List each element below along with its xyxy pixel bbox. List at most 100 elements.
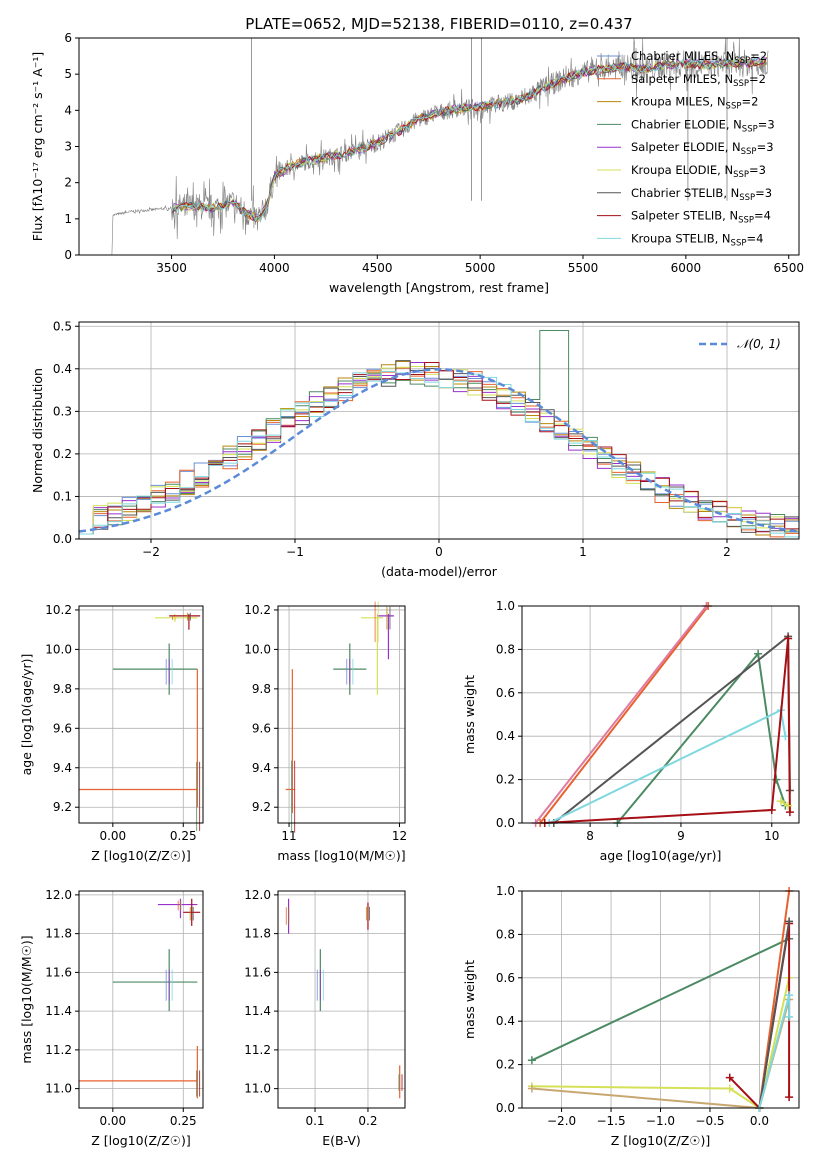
y-tick-label: 1 xyxy=(64,212,72,226)
spectrum-plot-area xyxy=(111,38,769,256)
mass-weight-marker xyxy=(725,1084,734,1093)
y-tick-label: 4 xyxy=(64,103,72,117)
y-tick-label: 9.2 xyxy=(53,800,72,814)
y-tick-label: 11.0 xyxy=(244,1082,271,1096)
y-tick-label: 9.8 xyxy=(53,682,72,696)
y-tick-label: 0.2 xyxy=(496,773,515,787)
axes-frame xyxy=(521,605,800,824)
mass-weight-line xyxy=(534,605,708,824)
axes-frame xyxy=(277,890,406,1109)
age_vs_mass-panel: 11 12 9.2 9.4 9.6 9.8 10.0 10.2 mass [log10(M/M☉… xyxy=(244,601,407,863)
mass-weight-line xyxy=(531,977,791,1110)
mass-weight-line xyxy=(758,921,791,1109)
model-spectrum-line xyxy=(171,57,767,222)
y-tick-label: 0.6 xyxy=(496,971,515,985)
x-tick-label: 0.0 xyxy=(750,1114,769,1128)
y-tick-label: 11.4 xyxy=(45,1004,72,1018)
y-tick-label: 9.4 xyxy=(53,761,72,775)
legend-entry: Salpeter ELODIE, NSSP=3 xyxy=(631,140,774,157)
y-tick-label: 0.2 xyxy=(53,447,72,461)
mass-weight-marker xyxy=(785,991,794,1000)
y-tick-label: 0.8 xyxy=(496,927,515,941)
y-tick-label: 12.0 xyxy=(45,888,72,902)
axes-frame xyxy=(78,321,800,540)
spectrum-legend: Chabrier MILES, NSSP=2 Salpeter MILES, NS… xyxy=(597,49,775,248)
y-tick-label: 10.0 xyxy=(244,642,271,656)
axes-frame xyxy=(78,37,800,256)
x-tick-label: −1.0 xyxy=(646,1114,675,1128)
x-tick-label: 12 xyxy=(392,829,407,843)
y-axis-label: Normed distribution xyxy=(30,368,45,493)
x-axis-label: Z [log10(Z/Z☉)] xyxy=(611,1133,711,1148)
y-tick-label: 11.8 xyxy=(45,927,72,941)
x-tick-label: 0 xyxy=(435,545,443,559)
x-tick-label: 5000 xyxy=(465,261,496,275)
residuals-panel: −2 −1 0 1 2 0.0 0.1 0.2 0.3 0.4 0.5 (data-model)/er… xyxy=(30,319,800,579)
x-tick-label: −0.5 xyxy=(695,1114,724,1128)
mass-weight-marker xyxy=(784,634,793,643)
x-tick-label: 0.00 xyxy=(99,1114,126,1128)
spectrum-panel: 3500 4000 4500 5000 5500 6000 6500 0 1 2 3 4 5 6 wavel… xyxy=(30,31,804,295)
x-tick-label: 4500 xyxy=(362,261,393,275)
mass-weight-marker xyxy=(785,808,794,817)
mass_vs_Z-panel: 0.00 0.25 11.0 11.2 11.4 11.6 11.8 12.0 Z [log10… xyxy=(19,888,204,1148)
x-tick-label: 10 xyxy=(764,829,779,843)
legend-entry: Kroupa ELODIE, NSSP=3 xyxy=(631,163,766,180)
x-tick-label: −1.5 xyxy=(596,1114,625,1128)
y-tick-label: 1.0 xyxy=(496,884,515,898)
y-tick-label: 1.0 xyxy=(496,599,515,613)
y-tick-label: 5 xyxy=(64,67,72,81)
y-tick-label: 0.0 xyxy=(53,532,72,546)
y-tick-label: 9.6 xyxy=(53,721,72,735)
x-tick-label: −2.0 xyxy=(547,1114,576,1128)
mass-weight-marker xyxy=(781,732,790,741)
y-axis-label: mass weight xyxy=(462,675,477,754)
mass_vs_Z-plot-area xyxy=(79,898,201,1099)
x-axis-label: Z [log10(Z/Z☉)] xyxy=(91,1133,191,1148)
y-tick-label: 11.8 xyxy=(244,927,271,941)
weight_vs_Z-panel: −2.0 −1.5 −1.0 −0.5 0.0 0.0 0.2 0.4 0.6 0.8 1.0 Z [… xyxy=(462,884,800,1148)
age_vs_Z-plot-area xyxy=(79,612,201,831)
mass-weight-marker xyxy=(527,1056,536,1065)
y-tick-label: 0.0 xyxy=(496,816,515,830)
model-spectrum-line xyxy=(171,57,767,223)
y-tick-label: 0 xyxy=(64,248,72,262)
x-tick-label: 6000 xyxy=(671,261,702,275)
y-tick-label: 0.8 xyxy=(496,642,515,656)
mass-weight-marker xyxy=(785,917,794,926)
mass-weight-marker xyxy=(785,1012,794,1021)
x-tick-label: 8 xyxy=(586,829,594,843)
y-tick-label: 0.4 xyxy=(496,729,515,743)
y-tick-label: 11.4 xyxy=(244,1004,271,1018)
legend-entry: Salpeter STELIB, NSSP=4 xyxy=(631,209,771,226)
mass-weight-marker xyxy=(785,1093,794,1102)
x-tick-label: −2 xyxy=(142,545,160,559)
x-tick-label: 0.25 xyxy=(170,829,197,843)
x-axis-label: age [log10(age/yr)] xyxy=(600,848,722,863)
mass-weight-line xyxy=(544,638,791,824)
y-tick-label: 11.2 xyxy=(244,1043,271,1057)
legend-entry: Salpeter MILES, NSSP=2 xyxy=(631,72,766,89)
y-tick-label: 0.3 xyxy=(53,404,72,418)
legend-entry: Chabrier MILES, NSSP=2 xyxy=(631,49,767,66)
axes-frame xyxy=(78,605,204,824)
residual-histogram xyxy=(78,370,799,539)
x-tick-label: 11 xyxy=(281,829,296,843)
x-axis-label: wavelength [Angstrom, rest frame] xyxy=(329,280,549,295)
legend-entry: Chabrier STELIB, NSSP=3 xyxy=(631,186,772,203)
residuals-plot-area xyxy=(78,330,800,539)
y-tick-label: 0.6 xyxy=(496,686,515,700)
figure-title: PLATE=0652, MJD=52138, FIBERID=0110, z=0… xyxy=(245,15,632,33)
weight_vs_Z-plot-area xyxy=(527,887,794,1112)
y-tick-label: 0.5 xyxy=(53,319,72,333)
y-tick-label: 6 xyxy=(64,31,72,45)
mass-weight-marker xyxy=(527,1084,536,1093)
y-tick-label: 9.4 xyxy=(252,761,271,775)
x-axis-label: E(B-V) xyxy=(322,1133,361,1148)
axes-frame xyxy=(521,890,800,1109)
legend-entry: Chabrier ELODIE, NSSP=3 xyxy=(631,117,775,134)
x-axis-label: Z [log10(Z/Z☉)] xyxy=(91,848,191,863)
axes-frame xyxy=(78,890,204,1109)
weight_vs_age-panel: 8 9 10 0.0 0.2 0.4 0.6 0.8 1.0 age [log10(age/yr)… xyxy=(462,599,800,863)
y-tick-label: 0.0 xyxy=(496,1101,515,1115)
